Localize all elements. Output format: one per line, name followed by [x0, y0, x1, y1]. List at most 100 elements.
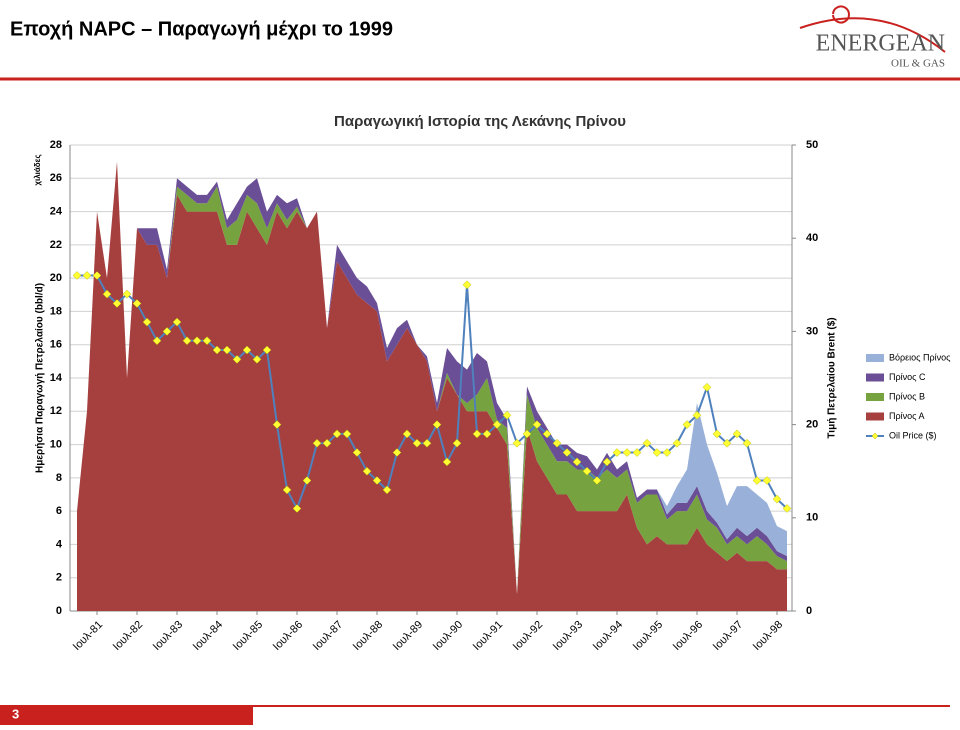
- price-marker: [102, 289, 112, 299]
- x-tick-label: Ιουλ-81: [71, 619, 105, 653]
- price-marker: [582, 466, 592, 476]
- price-marker: [322, 438, 332, 448]
- price-marker: [612, 448, 622, 457]
- price-marker: [232, 355, 242, 364]
- price-marker: [602, 457, 612, 467]
- price-marker: [182, 336, 192, 346]
- price-marker: [152, 336, 162, 346]
- y2-axis-label: Τιμή Πετρελαίου Brent ($): [827, 317, 838, 438]
- price-marker: [782, 504, 792, 513]
- price-marker: [262, 345, 272, 355]
- y-unit: χιλιάδες: [33, 154, 42, 185]
- price-marker: [162, 327, 172, 336]
- price-marker: [682, 420, 692, 429]
- price-marker: [452, 438, 462, 448]
- y2-tick-label: 40: [806, 232, 818, 244]
- legend-label: Βόρειος Πρίνος: [889, 352, 951, 362]
- legend-swatch: [866, 373, 884, 382]
- price-marker: [512, 438, 522, 448]
- price-marker: [702, 382, 712, 392]
- price-marker: [392, 448, 402, 457]
- price-marker: [222, 345, 232, 355]
- x-tick-label: Ιουλ-83: [151, 619, 185, 653]
- x-tick-label: Ιουλ-98: [751, 619, 785, 653]
- legend-label: Oil Price ($): [889, 430, 937, 440]
- price-marker: [742, 438, 752, 448]
- price-marker: [332, 429, 342, 439]
- x-tick-label: Ιουλ-90: [431, 619, 465, 653]
- price-marker: [542, 429, 552, 439]
- price-marker: [142, 317, 152, 327]
- price-marker: [432, 420, 442, 429]
- price-marker: [212, 345, 222, 355]
- x-tick-label: Ιουλ-86: [271, 619, 305, 653]
- legend-label: Πρίνος Α: [889, 411, 924, 421]
- price-marker: [302, 476, 312, 485]
- logo: ENERGEAN: [816, 31, 945, 57]
- y-tick-label: 28: [50, 139, 62, 151]
- price-marker: [662, 448, 672, 457]
- plot: 024681012141618202224262801020304050Ιουλ…: [50, 139, 951, 653]
- x-tick-label: Ιουλ-94: [591, 619, 625, 653]
- price-marker: [82, 271, 92, 280]
- y-tick-label: 14: [50, 372, 63, 384]
- footer-bar: [0, 705, 253, 725]
- price-marker: [192, 336, 202, 346]
- price-marker: [372, 476, 382, 485]
- price-marker: [562, 448, 572, 457]
- x-tick-label: Ιουλ-96: [671, 619, 705, 653]
- chart-title: Παραγωγική Ιστορία της Λεκάνης Πρίνου: [334, 113, 626, 130]
- price-marker: [632, 448, 642, 457]
- price-marker: [622, 448, 632, 457]
- price-marker: [572, 457, 582, 467]
- x-tick-label: Ιουλ-85: [231, 619, 265, 653]
- price-marker: [292, 504, 302, 513]
- price-marker: [272, 420, 282, 429]
- legend-label: Πρίνος Β: [889, 391, 925, 401]
- legend-swatch: [866, 412, 884, 421]
- legend-label: Πρίνος C: [889, 372, 926, 382]
- y-tick-label: 6: [56, 505, 62, 517]
- price-marker: [412, 438, 422, 448]
- y2-tick-label: 50: [806, 139, 818, 151]
- price-marker: [242, 345, 252, 355]
- slide-title: Εποχή NAPC – Παραγωγή μέχρι το 1999: [10, 18, 393, 40]
- y-tick-label: 4: [56, 538, 63, 550]
- y-tick-label: 2: [56, 572, 62, 584]
- price-marker: [122, 289, 132, 299]
- price-marker: [472, 429, 482, 439]
- price-marker: [652, 448, 662, 457]
- y-tick-label: 18: [50, 305, 62, 317]
- price-marker: [672, 438, 682, 448]
- y-tick-label: 26: [50, 172, 62, 184]
- y-tick-label: 20: [50, 272, 62, 284]
- price-marker: [482, 429, 492, 439]
- x-tick-label: Ιουλ-84: [191, 619, 225, 653]
- price-marker: [132, 299, 142, 308]
- price-marker: [342, 429, 352, 439]
- price-marker: [462, 280, 472, 290]
- y-tick-label: 0: [56, 605, 62, 617]
- price-marker: [312, 438, 322, 448]
- price-marker: [502, 410, 512, 420]
- price-marker: [642, 438, 652, 448]
- price-marker: [362, 466, 372, 476]
- y-axis-label: Ημερήσια Παραγωγή Πετρελαίου (bbl/d): [35, 283, 46, 473]
- price-marker: [552, 438, 562, 448]
- price-marker: [112, 299, 122, 308]
- x-tick-label: Ιουλ-87: [311, 619, 345, 653]
- y2-tick-label: 10: [806, 512, 818, 524]
- price-marker: [522, 429, 532, 439]
- x-tick-label: Ιουλ-89: [391, 619, 425, 653]
- x-tick-label: Ιουλ-91: [471, 619, 505, 653]
- price-marker: [382, 485, 392, 495]
- area: [77, 161, 787, 595]
- price-marker: [692, 410, 702, 420]
- price-marker: [352, 448, 362, 457]
- y-tick-label: 8: [56, 472, 62, 484]
- y2-tick-label: 20: [806, 419, 818, 431]
- price-marker: [492, 420, 502, 429]
- price-marker: [282, 485, 292, 495]
- price-marker: [72, 271, 82, 280]
